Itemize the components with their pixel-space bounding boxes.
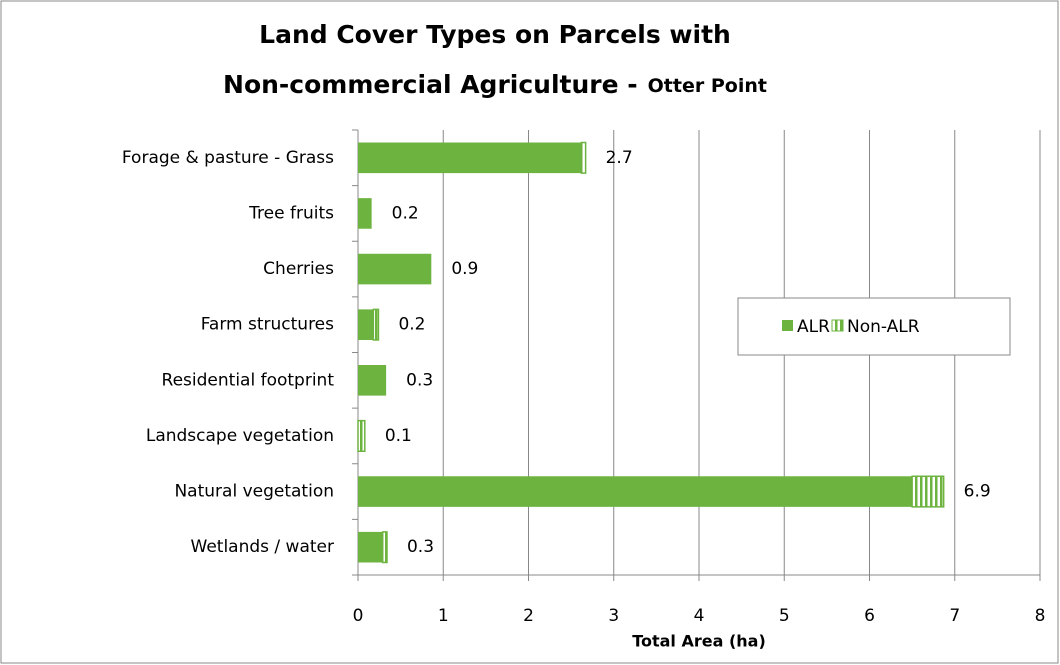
x-tick-label: 8 xyxy=(1035,606,1046,626)
x-axis-label: Total Area (ha) xyxy=(632,632,766,651)
bar-segment xyxy=(358,476,913,507)
total-label: 0.3 xyxy=(407,537,434,557)
x-tick-label: 1 xyxy=(438,606,449,626)
y-tick-label: Farm structures xyxy=(201,315,334,335)
y-tick-label: Residential footprint xyxy=(162,370,335,390)
total-label: 0.3 xyxy=(406,370,433,390)
legend-label: ALR xyxy=(797,317,830,337)
bar-segment xyxy=(381,531,388,564)
x-tick-label: 3 xyxy=(608,606,619,626)
bar-segment xyxy=(358,531,383,563)
chart-title-line: Non-commercial Agriculture - xyxy=(223,70,638,99)
legend-swatch xyxy=(782,320,793,331)
bar-segment xyxy=(580,141,587,174)
bar-segment xyxy=(358,198,372,229)
total-label: 0.9 xyxy=(451,259,478,279)
bar-segment xyxy=(358,142,582,174)
total-label: 0.2 xyxy=(392,203,419,223)
total-label: 2.7 xyxy=(606,148,633,168)
bar-segment xyxy=(911,475,945,508)
y-tick-label: Landscape vegetation xyxy=(146,426,334,446)
chart-title: Land Cover Types on Parcels with xyxy=(259,20,731,49)
y-tick-label: Cherries xyxy=(263,259,334,279)
bar-segment xyxy=(358,309,374,340)
legend-label: Non-ALR xyxy=(847,317,920,337)
total-label: 6.9 xyxy=(964,482,991,502)
total-label: 0.2 xyxy=(398,315,425,335)
legend-swatch xyxy=(831,319,844,332)
x-tick-label: 6 xyxy=(864,606,875,626)
x-tick-label: 0 xyxy=(353,606,364,626)
y-tick-label: Natural vegetation xyxy=(174,482,334,502)
x-tick-label: 7 xyxy=(949,606,960,626)
bar-segment xyxy=(358,365,387,396)
bar-segment xyxy=(372,308,380,341)
x-tick-label: 2 xyxy=(523,606,534,626)
total-label: 0.1 xyxy=(385,426,412,446)
y-tick-label: Wetlands / water xyxy=(191,537,334,557)
x-tick-label: 4 xyxy=(694,606,705,626)
chart-subtitle: Otter Point xyxy=(648,75,767,97)
chart-title: Non-commercial Agriculture - Otter Point xyxy=(223,70,767,99)
bar-segment xyxy=(358,253,432,285)
x-tick-label: 5 xyxy=(779,606,790,626)
y-tick-label: Forage & pasture - Grass xyxy=(122,148,334,168)
bar-segment xyxy=(357,419,366,452)
y-tick-label: Tree fruits xyxy=(248,203,334,223)
